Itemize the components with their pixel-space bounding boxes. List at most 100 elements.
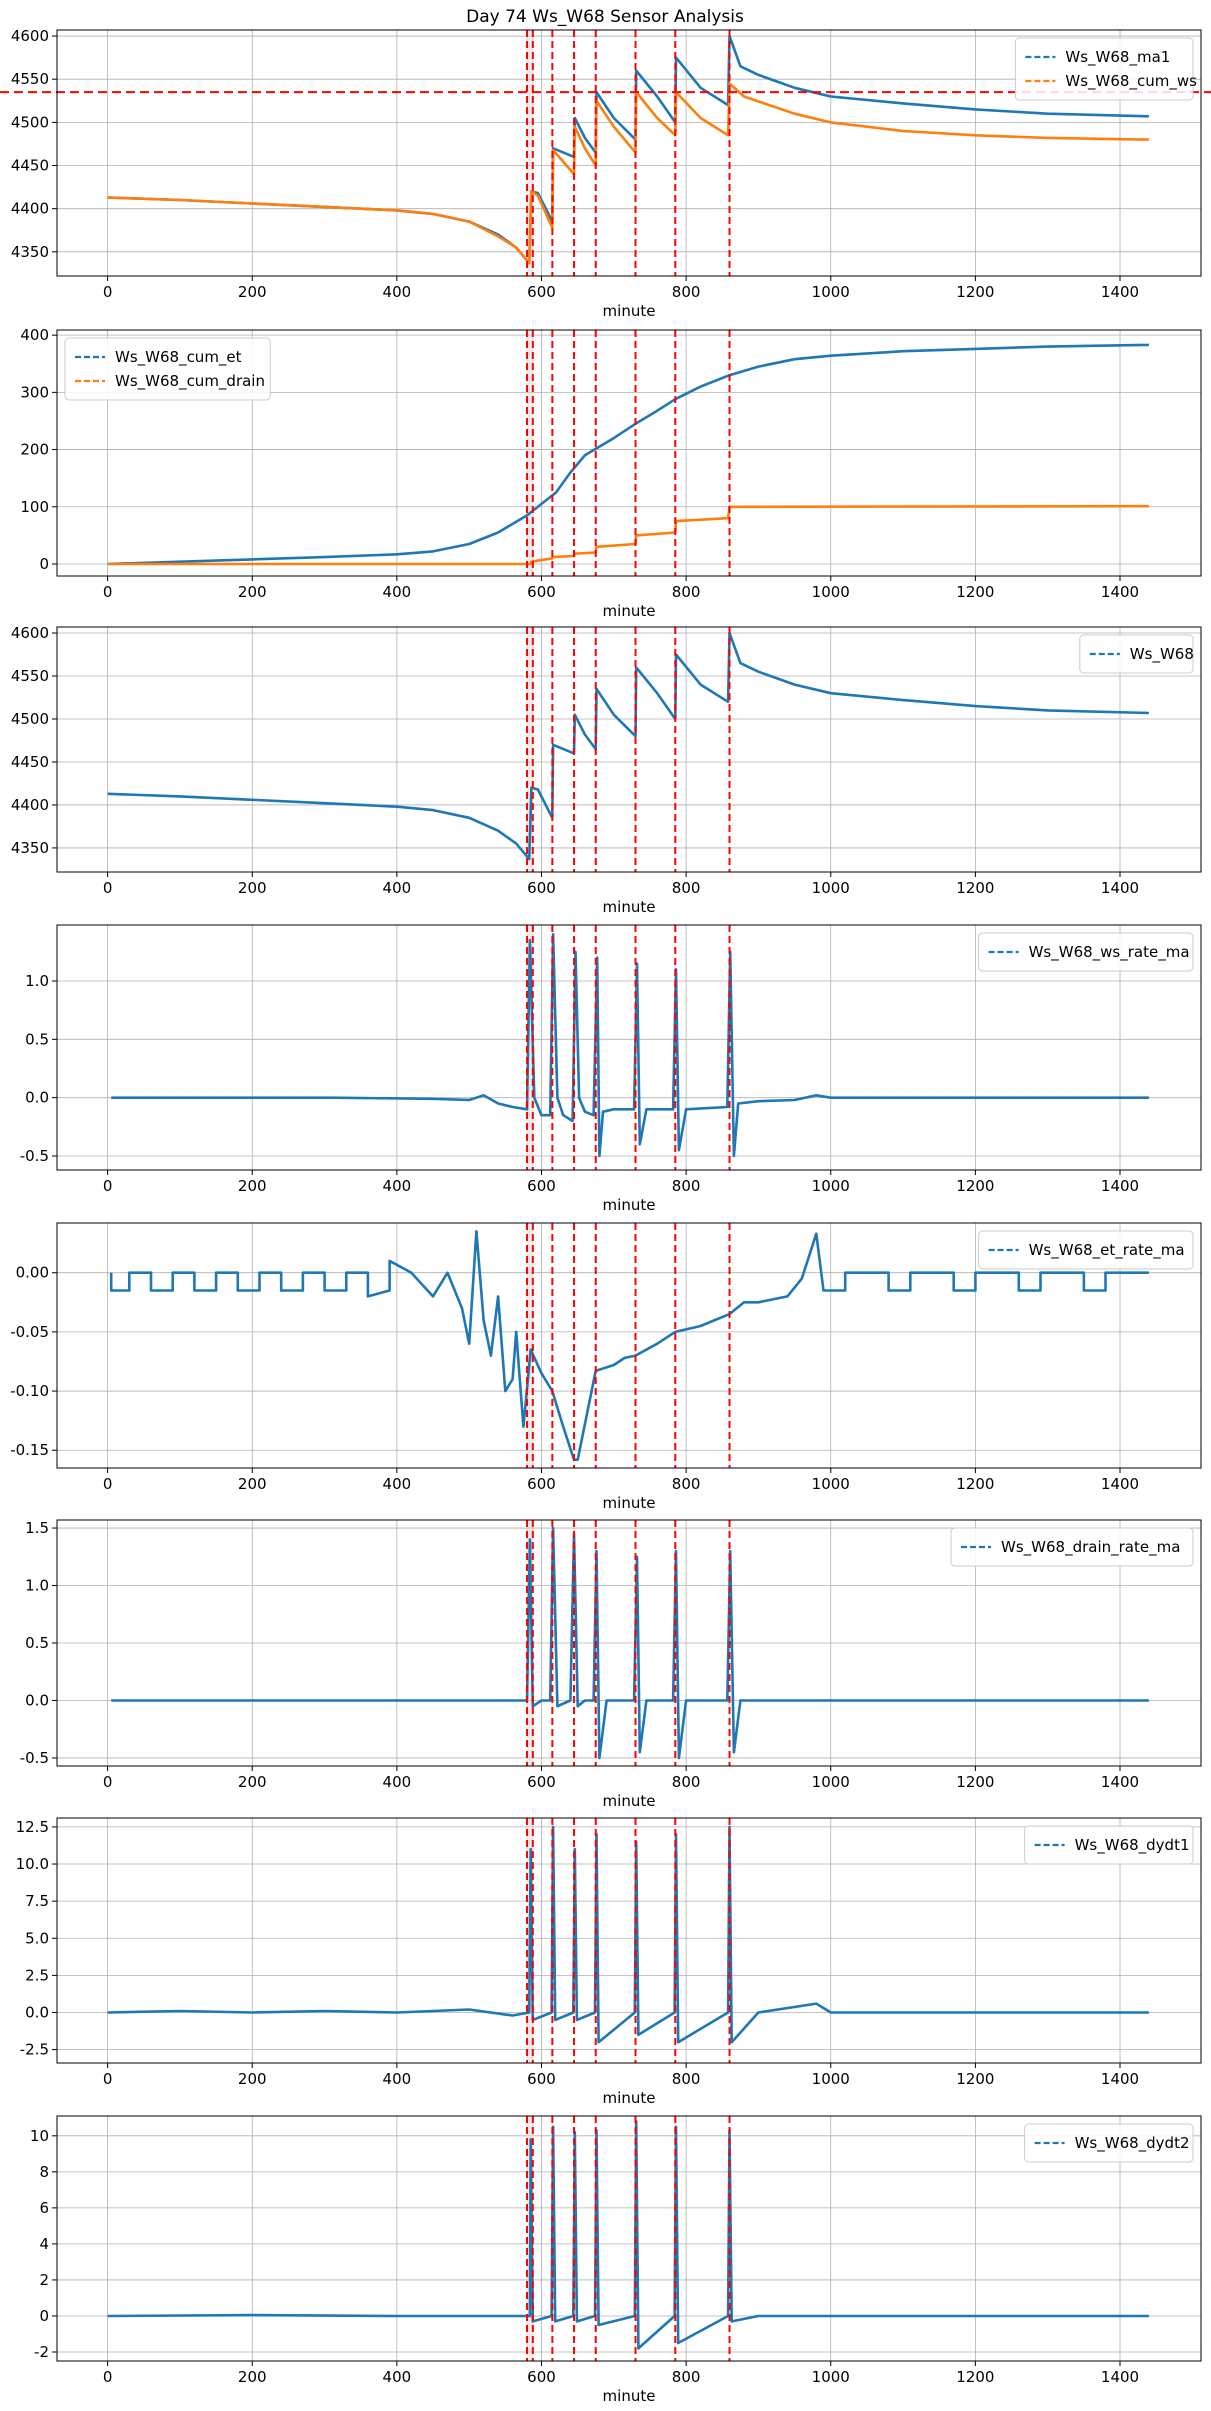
x-axis-label: minute [603,1792,656,1810]
legend-label: Ws_W68_cum_et [115,348,242,367]
legend-label: Ws_W68_dydt2 [1075,2134,1190,2153]
x-tick-label: 1400 [1101,2368,1139,2386]
subplot-4: 0 200 400 600 800 1000 1200 1400 -0.5 0.0 0.5 1.0 mi… [20,924,1202,1214]
x-tick-label: 1400 [1101,1475,1139,1493]
y-tick-label: 4350 [11,839,49,857]
y-tick-label: 1.0 [25,972,49,990]
axes-frame [56,924,1202,1171]
x-tick-label: 800 [672,283,701,301]
x-tick-label: 200 [238,1475,267,1493]
legend: Ws_W68_dydt1 [1024,1825,1194,1865]
subplot-3: 0 200 400 600 800 1000 1200 1400 4350 4400 4450 450… [11,624,1202,916]
legend-box [950,1527,1194,1567]
y-tick-label: 4550 [11,70,49,88]
x-tick-label: 600 [527,1773,556,1791]
event-shade [527,1223,533,1468]
legend-label: Ws_W68_et_rate_ma [1029,1241,1185,1260]
y-tick-label: 4500 [11,710,49,728]
x-tick-label: 0 [103,1475,113,1493]
event-shade [527,30,533,276]
legend-label: Ws_W68_ma1 [1065,48,1170,67]
x-tick-label: 200 [238,1773,267,1791]
y-tick-label: 7.5 [25,1892,49,1910]
y-tick-label: -0.5 [20,1749,49,1767]
legend-label: Ws_W68_dydt1 [1075,1836,1190,1855]
x-tick-label: 600 [527,2368,556,2386]
y-tick-label: 2.5 [25,1966,49,1984]
x-tick-label: 1000 [812,283,850,301]
y-tick-label: 0.0 [25,1691,49,1709]
x-tick-label: 1000 [812,1475,850,1493]
x-tick-label: 1200 [956,2070,994,2088]
legend: Ws_W68_et_rate_ma [978,1230,1194,1270]
legend-label: Ws_W68_ws_rate_ma [1029,943,1190,962]
subplot-2: 0 200 400 600 800 1000 1200 1400 0 100 200 300 400 mi… [20,326,1202,620]
event-shade [527,925,533,1170]
x-axis-label: minute [603,2387,656,2405]
x-axis-label: minute [603,602,656,620]
x-tick-label: 1400 [1101,1177,1139,1195]
y-tick-label: -0.10 [10,1382,49,1400]
legend: Ws_W68_ma1 Ws_W68_cum_ws [1014,37,1197,101]
x-tick-label: 1200 [956,583,994,601]
x-tick-label: 200 [238,283,267,301]
x-tick-label: 1200 [956,879,994,897]
subplot-panels: 0 200 400 600 800 1000 1200 1400435044004450450… [0,27,1211,2405]
axes-frame [56,626,1202,873]
y-tick-label: 5.0 [25,1929,49,1947]
x-tick-label: 1000 [812,879,850,897]
y-tick-label: 1.0 [25,1577,49,1595]
subplot-8: 0 200 400 600 800 1000 1200 1400 -2 0 2 4 6 8 10 minute… [30,2115,1202,2405]
x-tick-label: 0 [103,879,113,897]
y-tick-label: 12.5 [16,1818,49,1836]
x-tick-label: 0 [103,2368,113,2386]
axes-frame [56,2115,1202,2362]
x-tick-label: 0 [103,1773,113,1791]
legend: Ws_W68_cum_et Ws_W68_cum_drain [64,337,271,401]
subplot-7: 0 200 400 600 800 1000 1200 1400 -2.5 0.0 2.5 5.0 7.… [16,1817,1202,2107]
x-tick-label: 1000 [812,1773,850,1791]
y-tick-label: 6 [39,2199,49,2217]
x-tick-label: 1400 [1101,879,1139,897]
y-tick-label: 0.0 [25,1089,49,1107]
x-tick-label: 200 [238,583,267,601]
x-tick-label: 200 [238,879,267,897]
axes-frame [56,329,1202,577]
x-tick-label: 1400 [1101,283,1139,301]
x-tick-label: 800 [672,2070,701,2088]
x-tick-label: 1400 [1101,2070,1139,2088]
x-tick-label: 1000 [812,1177,850,1195]
y-tick-label: 8 [39,2163,49,2181]
x-tick-label: 800 [672,879,701,897]
x-axis-label: minute [603,2089,656,2107]
y-tick-label: 4350 [11,243,49,261]
x-tick-label: 1400 [1101,1773,1139,1791]
x-tick-label: 1000 [812,2368,850,2386]
legend: Ws_W68_ws_rate_ma [978,932,1194,972]
y-tick-label: -0.15 [10,1441,49,1459]
x-axis-label: minute [603,302,656,320]
x-tick-label: 400 [383,1475,412,1493]
y-tick-label: 0.5 [25,1030,49,1048]
y-tick-label: 200 [20,441,49,459]
y-tick-label: 10 [30,2127,49,2145]
subplot-6: 0 200 400 600 800 1000 1200 1400 -0.5 0.0 0.5 1.0 1.… [20,1519,1202,1810]
x-tick-label: 400 [383,283,412,301]
y-tick-label: 0.5 [25,1634,49,1652]
x-tick-label: 0 [103,583,113,601]
y-tick-label: 1.5 [25,1519,49,1537]
x-tick-label: 400 [383,1773,412,1791]
y-tick-label: 2 [39,2271,49,2289]
y-tick-label: 4600 [11,624,49,642]
x-tick-label: 800 [672,1773,701,1791]
x-tick-label: 600 [527,1177,556,1195]
legend-box [1079,634,1194,674]
y-tick-label: 10.0 [16,1855,49,1873]
y-tick-label: 0.0 [25,2004,49,2022]
x-tick-label: 200 [238,2368,267,2386]
x-tick-label: 1200 [956,1773,994,1791]
y-tick-label: 0.00 [16,1264,49,1282]
x-axis-label: minute [603,1196,656,1214]
x-tick-label: 600 [527,283,556,301]
x-tick-label: 1200 [956,1177,994,1195]
